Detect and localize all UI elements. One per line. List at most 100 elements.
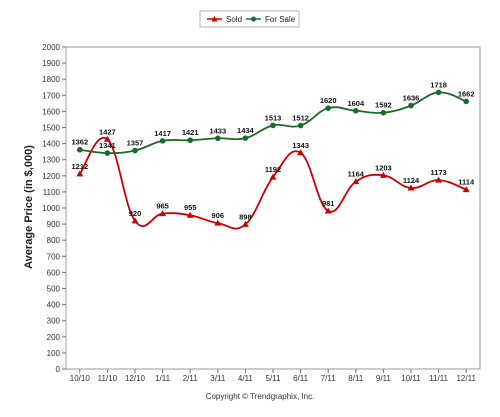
data-label-for-sale: 1362 xyxy=(71,138,88,147)
data-label-sold: 1427 xyxy=(99,127,116,136)
data-label-for-sale: 1434 xyxy=(237,126,255,135)
data-point-for-sale xyxy=(408,102,414,109)
y-tick-label: 900 xyxy=(47,220,61,229)
data-label-sold: 1212 xyxy=(71,162,88,171)
data-label-for-sale: 1512 xyxy=(292,114,309,123)
data-label-for-sale: 1620 xyxy=(320,96,337,105)
y-axis-label: Average Price (in $,000) xyxy=(23,145,35,269)
y-tick-label: 1900 xyxy=(42,59,60,68)
data-point-for-sale xyxy=(270,122,276,129)
data-point-for-sale xyxy=(297,122,304,129)
data-point-sold xyxy=(214,219,222,226)
y-tick-label: 500 xyxy=(47,285,61,294)
data-label-for-sale: 1604 xyxy=(347,99,365,108)
data-point-sold xyxy=(269,173,277,180)
y-tick-label: 2000 xyxy=(42,43,60,52)
data-point-sold xyxy=(159,210,167,217)
legend-forsale-marker xyxy=(251,16,256,22)
x-tick-label: 9/11 xyxy=(376,374,392,383)
legend-sold-label: Sold xyxy=(226,15,242,24)
data-label-sold: 1124 xyxy=(403,176,420,185)
data-point-for-sale xyxy=(325,105,332,111)
x-tick-label: 10/10 xyxy=(70,374,91,383)
data-point-for-sale xyxy=(242,135,249,141)
legend-forsale-label: For Sale xyxy=(265,15,296,24)
data-point-for-sale xyxy=(132,147,138,154)
data-point-sold xyxy=(352,178,360,185)
data-label-sold: 1173 xyxy=(430,168,446,177)
legend-sold-marker xyxy=(211,16,218,22)
data-point-for-sale xyxy=(159,138,166,144)
copyright-footer: Copyright © Trendgraphix, Inc. xyxy=(206,392,315,401)
data-label-for-sale: 1433 xyxy=(209,126,226,135)
data-point-sold xyxy=(241,220,249,227)
x-tick-label: 2/11 xyxy=(183,374,199,383)
x-tick-label: 6/11 xyxy=(293,374,309,383)
x-tick-label: 12/11 xyxy=(456,374,476,383)
data-point-for-sale xyxy=(380,109,387,116)
y-tick-label: 1000 xyxy=(42,204,60,213)
data-label-sold: 1164 xyxy=(348,170,365,179)
data-point-sold xyxy=(131,217,139,224)
data-point-for-sale xyxy=(77,146,83,153)
data-point-sold xyxy=(103,135,111,142)
data-point-sold xyxy=(407,184,415,191)
data-label-for-sale: 1513 xyxy=(265,113,282,122)
data-point-sold xyxy=(76,170,84,177)
data-label-for-sale: 1662 xyxy=(458,89,475,98)
data-label-sold: 1114 xyxy=(458,178,475,187)
data-point-for-sale xyxy=(353,107,359,114)
data-point-for-sale xyxy=(104,150,111,156)
x-tick-label: 5/11 xyxy=(266,374,282,383)
x-tick-label: 11/11 xyxy=(429,374,448,383)
data-point-sold xyxy=(186,211,194,218)
data-label-for-sale: 1636 xyxy=(403,94,420,103)
data-point-for-sale xyxy=(187,137,193,144)
y-tick-label: 200 xyxy=(47,333,61,342)
data-label-sold: 898 xyxy=(239,212,252,221)
y-tick-label: 1500 xyxy=(42,124,60,133)
data-label-sold: 955 xyxy=(184,203,197,212)
data-label-for-sale: 1421 xyxy=(182,128,199,137)
y-tick-label: 1700 xyxy=(42,91,60,100)
x-tick-label: 3/11 xyxy=(210,374,226,383)
data-label-for-sale: 1341 xyxy=(99,141,116,150)
x-tick-label: 10/11 xyxy=(401,374,421,383)
data-label-sold: 1192 xyxy=(265,165,281,174)
data-label-sold: 1343 xyxy=(292,141,309,150)
y-tick-label: 1800 xyxy=(42,75,60,84)
y-tick-label: 1600 xyxy=(42,107,60,116)
data-point-sold xyxy=(435,176,443,183)
legend: Sold For Sale xyxy=(199,10,300,28)
data-point-for-sale xyxy=(215,135,221,142)
data-label-sold: 906 xyxy=(212,211,225,220)
y-tick-label: 100 xyxy=(47,349,61,358)
data-point-sold xyxy=(324,207,332,214)
data-label-for-sale: 1718 xyxy=(430,80,447,89)
x-tick-label: 7/11 xyxy=(321,374,337,383)
x-tick-label: 11/10 xyxy=(98,374,118,383)
x-tick-label: 12/10 xyxy=(125,374,146,383)
y-tick-label: 300 xyxy=(47,317,61,326)
data-point-for-sale xyxy=(435,89,442,96)
y-tick-label: 700 xyxy=(47,252,61,261)
data-point-for-sale xyxy=(463,98,470,105)
data-point-sold xyxy=(297,149,305,156)
y-tick-label: 800 xyxy=(47,236,61,245)
data-label-for-sale: 1592 xyxy=(375,101,392,110)
data-label-sold: 1203 xyxy=(375,163,392,172)
data-label-for-sale: 1357 xyxy=(127,139,144,148)
y-tick-label: 1100 xyxy=(43,188,61,197)
data-point-sold xyxy=(379,171,387,178)
y-tick-label: 1300 xyxy=(42,156,60,165)
x-tick-label: 1/11 xyxy=(155,374,171,383)
data-label-sold: 981 xyxy=(322,199,335,208)
data-label-for-sale: 1417 xyxy=(154,129,171,138)
y-tick-label: 0 xyxy=(56,365,61,374)
data-label-sold: 965 xyxy=(156,202,169,211)
data-point-sold xyxy=(462,186,470,193)
data-label-sold: 920 xyxy=(129,209,142,218)
y-tick-label: 1400 xyxy=(42,140,60,149)
x-tick-label: 4/11 xyxy=(238,374,254,383)
